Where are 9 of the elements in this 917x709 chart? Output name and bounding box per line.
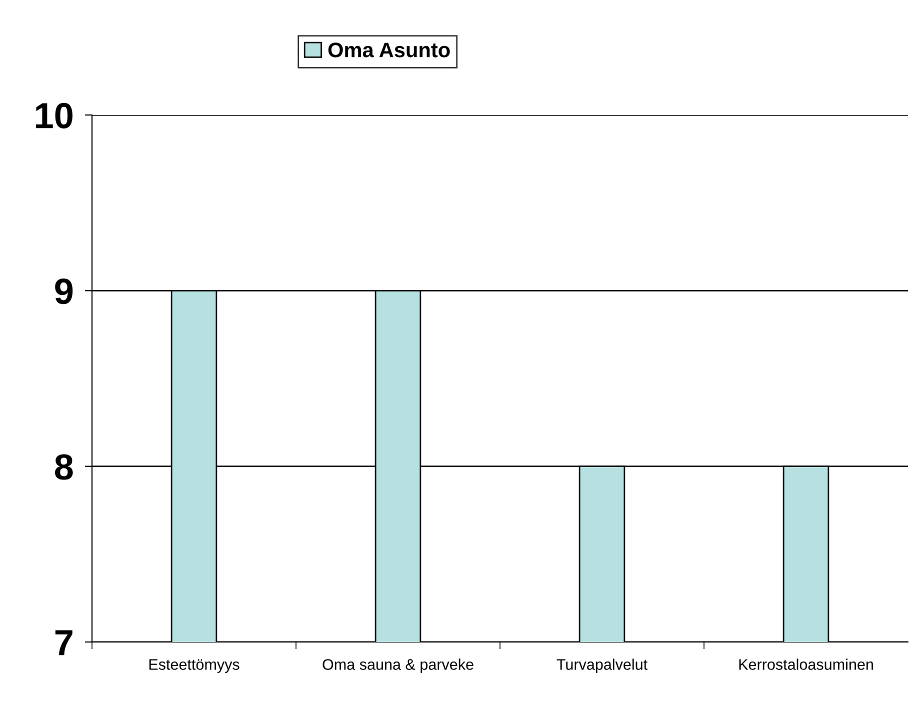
x-tick-label: Kerrostaloasuminen <box>739 658 873 670</box>
y-tick-label: 9 <box>55 278 73 304</box>
legend-label: Oma Asunto <box>328 42 450 58</box>
y-tick-label: 10 <box>36 102 72 128</box>
x-tick-label: Esteettömyys <box>149 659 240 673</box>
x-tick-label: Oma sauna & parveke <box>322 658 474 673</box>
y-tick-label: 7 <box>55 630 72 656</box>
y-tick-label: 8 <box>55 454 73 480</box>
x-tick-label: Turvapalvelut <box>556 658 648 673</box>
